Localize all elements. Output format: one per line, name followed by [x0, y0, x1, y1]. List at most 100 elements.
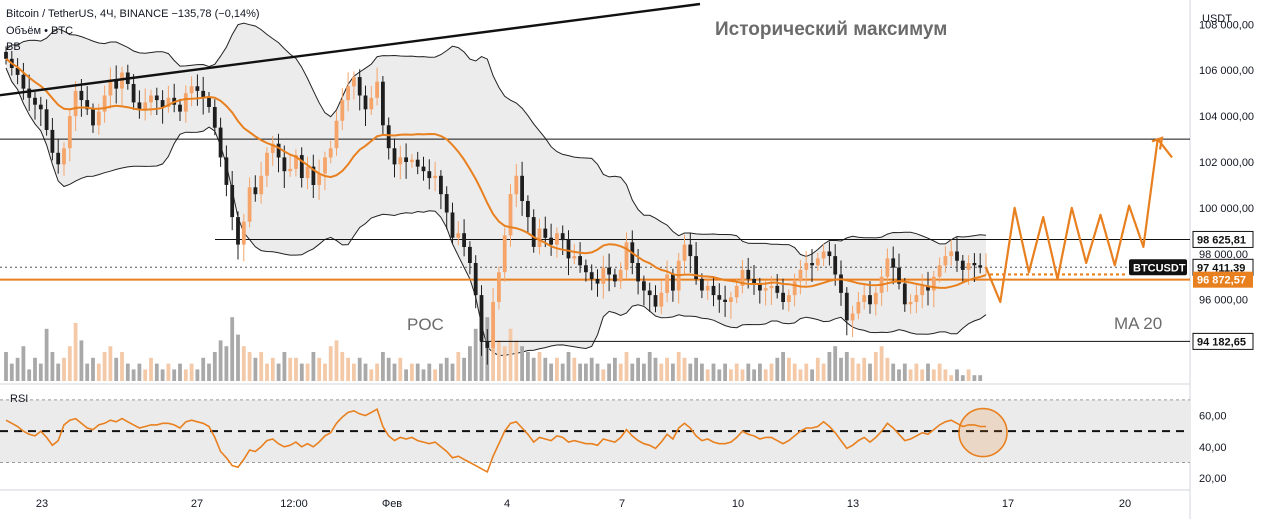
- volume-bar: [607, 363, 611, 381]
- volume-bar: [636, 357, 640, 381]
- candle-body: [444, 194, 449, 213]
- poc-annotation: POC: [407, 315, 444, 334]
- volume-bar: [247, 352, 252, 381]
- candle-body: [514, 175, 519, 195]
- volume-bar: [914, 363, 919, 381]
- volume-bar: [311, 352, 316, 381]
- candle-body: [473, 263, 478, 296]
- volume-bar: [613, 357, 617, 381]
- candle-body: [885, 258, 890, 277]
- volume-bar: [328, 346, 333, 381]
- bb-legend[interactable]: BB: [6, 41, 21, 53]
- candle-body: [236, 217, 240, 245]
- symbol-legend[interactable]: Bitcoin / TetherUS, 4Ч, BINANCE −135,78 …: [6, 8, 260, 20]
- candle-body: [595, 279, 600, 284]
- candle-body: [729, 297, 733, 302]
- volume-bar: [4, 352, 8, 381]
- price-label-bg: [1192, 332, 1254, 350]
- volume-bar: [270, 357, 275, 381]
- volume-bar: [85, 363, 90, 381]
- volume-bar: [178, 363, 182, 381]
- volume-bar: [949, 375, 954, 381]
- price-tick: 104 000,00: [1199, 111, 1254, 123]
- candle-body: [392, 148, 397, 165]
- symbol-title[interactable]: Bitcoin / TetherUS, 4Ч, BINANCE: [6, 8, 169, 20]
- volume-bars: [4, 311, 983, 381]
- candle-body: [270, 143, 275, 153]
- rsi-tick: 60,00: [1199, 411, 1227, 423]
- volume-bar: [671, 363, 675, 381]
- volume-bar: [201, 357, 206, 381]
- volume-bar: [224, 346, 229, 381]
- time-tick: 7: [619, 498, 625, 510]
- candle-body: [33, 97, 37, 105]
- volume-legend[interactable]: Объём • BTC: [6, 25, 74, 37]
- volume-bar: [601, 369, 606, 381]
- candle-body: [305, 166, 310, 179]
- volume-bar: [682, 357, 687, 381]
- drawings[interactable]: [0, 2, 1173, 304]
- volume-bar: [120, 352, 124, 381]
- candle-body: [427, 171, 432, 179]
- candle-body: [288, 168, 293, 172]
- volume-bar: [734, 363, 739, 381]
- time-tick: 4: [504, 498, 510, 510]
- volume-bar: [38, 363, 43, 381]
- volume-bar: [149, 357, 153, 381]
- price-tick: 108 000,00: [1199, 19, 1254, 31]
- candle-body: [143, 102, 148, 110]
- volume-bar: [891, 363, 896, 381]
- candle-body: [908, 302, 913, 305]
- candle-body: [752, 279, 756, 284]
- volume-bar: [763, 369, 768, 381]
- candle-body: [73, 90, 78, 117]
- candle-body: [636, 263, 640, 282]
- candle-body: [763, 288, 768, 291]
- candle-body: [149, 95, 153, 103]
- volume-bar: [241, 346, 246, 381]
- candle-body: [972, 263, 977, 266]
- candle-body: [189, 86, 194, 94]
- candle-body: [120, 72, 124, 89]
- candle-body: [520, 175, 524, 201]
- candle-body: [386, 125, 391, 149]
- price-change: −135,78 (−0,14%): [171, 8, 260, 20]
- volume-bar: [694, 357, 698, 381]
- volume-bar: [56, 363, 61, 381]
- ath-annotation: Исторический максимум: [715, 19, 947, 40]
- volume-bar: [647, 352, 652, 381]
- volume-bar: [978, 375, 983, 381]
- price-tick: 96 000,00: [1199, 295, 1248, 307]
- volume-bar: [502, 346, 507, 381]
- candle-body: [468, 246, 472, 263]
- candle-body: [201, 90, 206, 98]
- candle-body: [363, 95, 368, 110]
- candle-body: [688, 244, 693, 257]
- candle-body: [410, 159, 414, 162]
- volume-bar: [624, 352, 629, 381]
- volume-bar: [960, 375, 965, 381]
- volume-bar: [195, 369, 200, 381]
- volume-bar: [346, 357, 350, 381]
- candle-body: [224, 157, 229, 185]
- price-label-bg: [1192, 230, 1254, 248]
- volume-bar: [352, 363, 356, 381]
- candle-body: [607, 267, 611, 275]
- candle-body: [624, 242, 629, 270]
- rsi-label: RSI: [10, 393, 28, 405]
- candle-body: [682, 244, 687, 261]
- time-axis[interactable]: 23 27 12:00 Фев 4 7 10 13 17 20: [36, 498, 1131, 510]
- volume-bar: [62, 357, 66, 381]
- volume-bar: [73, 323, 78, 381]
- volume-bar: [879, 346, 884, 381]
- candle-body: [914, 295, 919, 302]
- volume-bar: [514, 340, 519, 381]
- volume-bar: [566, 352, 571, 381]
- candle-body: [456, 233, 461, 238]
- candle-body: [560, 233, 565, 241]
- candle-body: [653, 295, 658, 307]
- candle-body: [526, 201, 530, 218]
- volume-bar: [398, 357, 403, 381]
